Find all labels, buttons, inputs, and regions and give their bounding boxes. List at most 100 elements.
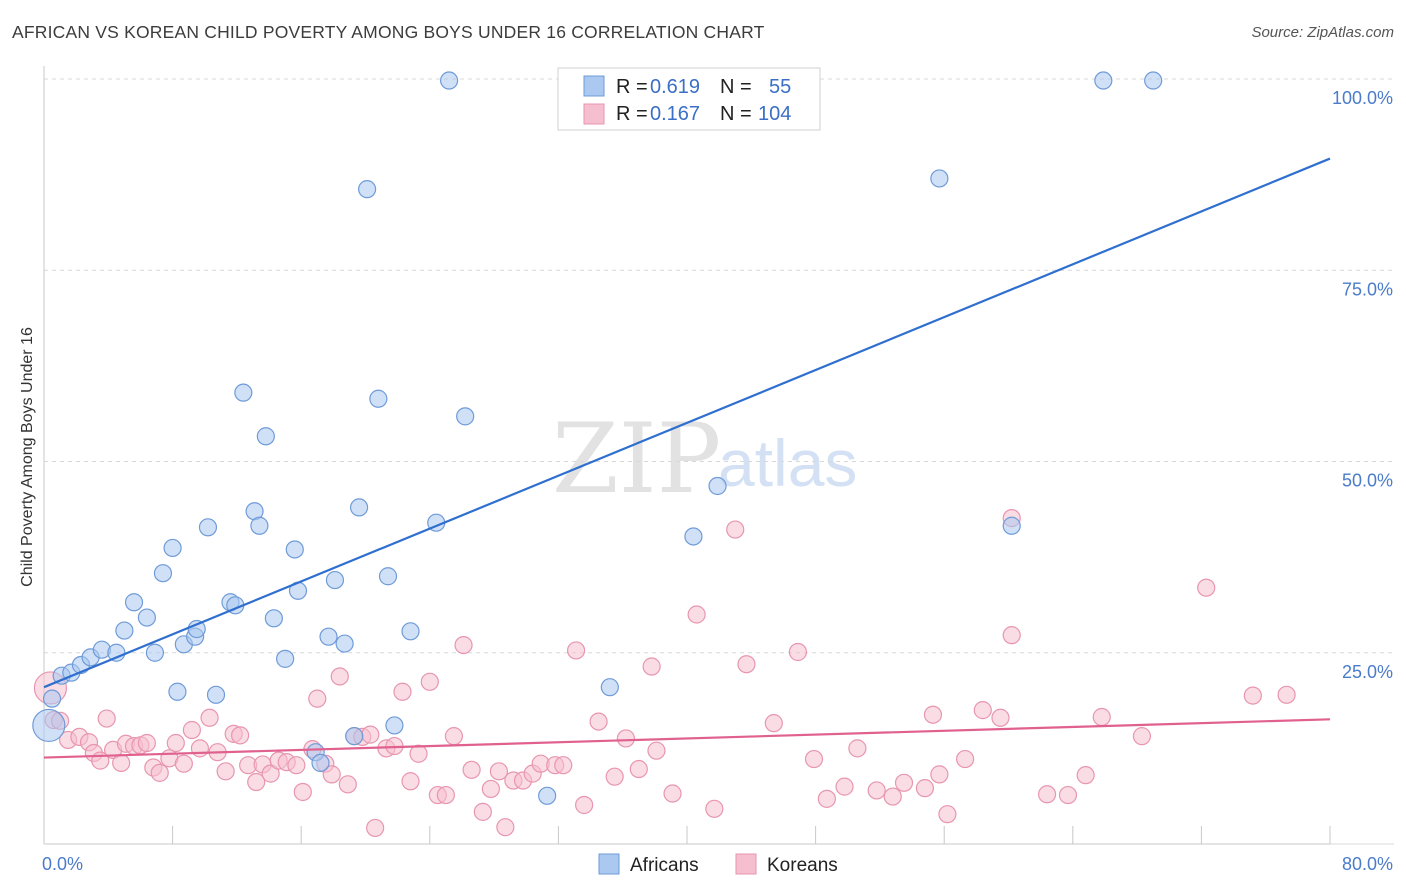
africans-point [401, 622, 420, 641]
koreans-point [393, 682, 412, 701]
africans-point [311, 753, 330, 773]
watermark-zip: ZIP [552, 403, 721, 515]
koreans-point [973, 701, 992, 720]
africans-point [1094, 71, 1113, 90]
africans-point [358, 180, 377, 199]
koreans-point [848, 739, 867, 758]
africans-point [163, 538, 182, 558]
koreans-point [566, 641, 586, 660]
koreans-point [642, 657, 661, 676]
koreans-point [287, 756, 306, 775]
koreans-point [647, 741, 666, 760]
koreans-point [420, 672, 439, 691]
bottom-legend-label-africans: Africans [630, 855, 699, 876]
koreans-point [216, 762, 235, 781]
africans-point [124, 593, 144, 612]
koreans-point [804, 749, 824, 769]
x-tick-label: 0.0% [42, 854, 83, 874]
africans-point [198, 518, 218, 537]
koreans-point [137, 733, 156, 753]
trend-lines [43, 157, 1331, 759]
legend-r-label-koreans: R = [616, 103, 648, 125]
legend-n-value-koreans: 104 [758, 103, 791, 125]
koreans-point [97, 709, 116, 728]
legend-r-label-africans: R = [616, 76, 648, 98]
koreans-point [231, 726, 250, 745]
koreans-point [705, 799, 724, 818]
bottom-legend-label-koreans: Koreans [767, 855, 838, 876]
koreans-point [1092, 707, 1111, 727]
koreans-point [991, 708, 1010, 727]
koreans-point [788, 642, 808, 662]
koreans-point [915, 779, 935, 798]
koreans-point [589, 712, 608, 731]
koreans-point [454, 635, 473, 655]
koreans-point [436, 785, 455, 805]
africans-point [32, 708, 66, 743]
koreans-point [1277, 685, 1296, 704]
koreans-point [663, 784, 682, 803]
koreans-point [444, 727, 464, 746]
africans-point [708, 476, 727, 496]
koreans-point [496, 818, 515, 837]
africans-point [385, 716, 404, 735]
koreans-point [200, 708, 219, 727]
africans-point [684, 527, 703, 546]
koreans-point [174, 754, 193, 773]
africans-point [439, 71, 459, 90]
bottom-legend-swatch-africans [598, 853, 620, 875]
africans-point [319, 627, 338, 646]
legend: R = 0.619 N = 55 R = 0.167 N = 104 [557, 67, 821, 131]
koreans-points [33, 509, 1296, 838]
africans-point [250, 516, 269, 535]
koreans-point [1243, 686, 1262, 705]
africans-point [456, 407, 475, 426]
africans-point [538, 786, 557, 805]
koreans-point [366, 818, 385, 838]
koreans-point [1002, 626, 1021, 645]
koreans-point [737, 655, 756, 674]
koreans-point [1197, 578, 1216, 597]
koreans-point [361, 725, 380, 744]
africans-point [930, 169, 949, 188]
y-tick-label: 100.0% [1332, 88, 1393, 108]
x-tick-labels: 0.0% 80.0% [42, 854, 1393, 874]
koreans-point [894, 773, 914, 792]
bottom-legend-swatch-koreans [735, 853, 757, 875]
koreans-point [930, 765, 949, 784]
koreans-point [554, 756, 573, 775]
koreans-point [575, 795, 594, 815]
koreans-point [605, 767, 624, 786]
koreans-point [293, 782, 312, 802]
koreans-point [150, 763, 169, 782]
y-tick-label: 75.0% [1342, 279, 1393, 299]
koreans-point [182, 720, 201, 740]
koreans-point [687, 605, 706, 624]
koreans-point [166, 733, 185, 753]
koreans-point [409, 744, 428, 763]
koreans-trend-line [43, 718, 1331, 759]
africans-point [168, 682, 187, 701]
africans-point [153, 564, 173, 583]
koreans-point [261, 764, 280, 783]
africans-point [285, 540, 304, 559]
x-tick-label: 80.0% [1342, 854, 1393, 874]
legend-r-value-koreans: 0.167 [650, 103, 700, 125]
koreans-point [322, 765, 341, 784]
africans-point [1144, 71, 1163, 90]
koreans-point [190, 739, 210, 758]
koreans-point [629, 759, 648, 779]
africans-point [256, 427, 275, 446]
y-tick-label: 50.0% [1342, 471, 1393, 491]
y-tick-labels: 25.0% 50.0% 75.0% 100.0% [1332, 88, 1393, 682]
africans-point [378, 567, 398, 586]
africans-points [32, 71, 1163, 805]
africans-point [115, 621, 134, 640]
koreans-point [1058, 785, 1078, 805]
koreans-point [473, 802, 492, 821]
koreans-point [308, 689, 327, 708]
koreans-point [401, 772, 420, 791]
y-tick-label: 25.0% [1342, 662, 1393, 682]
koreans-point [726, 520, 745, 539]
